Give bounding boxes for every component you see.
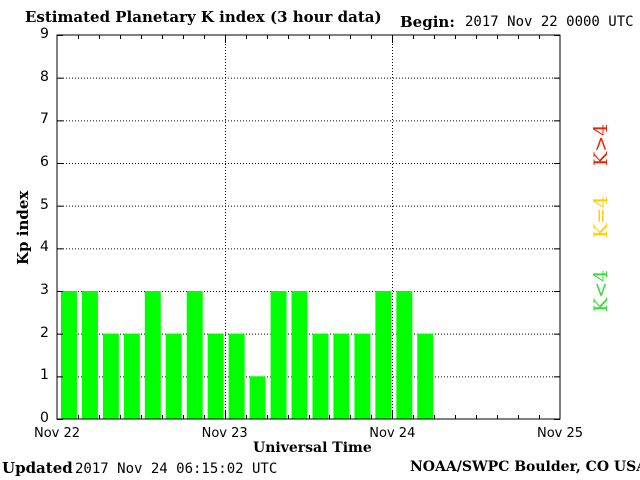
kp-bar — [375, 291, 392, 419]
y-tick-label: 1 — [40, 367, 49, 384]
legend-mid: K=4 — [590, 195, 612, 238]
begin-label: Begin: — [400, 13, 455, 31]
kp-bar — [312, 333, 329, 419]
begin-value: 2017 Nov 22 0000 UTC — [465, 14, 634, 30]
kp-bar — [228, 333, 245, 419]
updated-value: 2017 Nov 24 06:15:02 UTC — [75, 461, 278, 477]
kp-bar — [354, 333, 371, 419]
kp-bar — [396, 291, 413, 419]
kp-bar — [333, 333, 350, 419]
x-tick-label: Nov 22 — [33, 426, 81, 441]
y-tick-label: 8 — [40, 68, 49, 85]
x-tick-label: Nov 23 — [201, 426, 248, 441]
kp-bar — [186, 291, 203, 419]
updated-label: Updated — [2, 459, 73, 477]
x-tick-label: Nov 25 — [536, 426, 584, 441]
y-tick-label: 0 — [40, 410, 49, 426]
x-axis-label: Universal Time — [253, 440, 372, 456]
x-tick-label: Nov 24 — [369, 426, 416, 441]
kp-bar — [102, 333, 119, 419]
y-tick-label: 7 — [40, 111, 49, 128]
chart-title: Estimated Planetary K index (3 hour data… — [25, 8, 382, 26]
kp-bar — [165, 333, 182, 419]
y-tick-label: 3 — [40, 282, 49, 298]
y-axis-label: Kp index — [14, 190, 32, 265]
kp-bar — [207, 333, 224, 419]
grid-lines — [57, 35, 560, 419]
y-tick-label: 4 — [40, 239, 49, 256]
y-tick-label: 9 — [40, 26, 49, 42]
y-tick-label: 6 — [40, 154, 49, 170]
axis-ticks — [57, 35, 560, 420]
kp-bar — [270, 291, 287, 419]
kp-bar — [249, 376, 266, 419]
legend-high: K>4 — [590, 123, 612, 166]
kp-bar — [81, 291, 98, 419]
plot-frame — [56, 34, 561, 420]
legend-low: K<4 — [590, 269, 612, 312]
kp-bar — [144, 291, 161, 419]
y-tick-label: 5 — [40, 196, 49, 213]
y-tick-label: 2 — [40, 324, 49, 341]
bar-group — [61, 291, 434, 419]
source-credit: NOAA/SWPC Boulder, CO USA — [410, 459, 640, 475]
kp-bar — [123, 333, 140, 419]
kp-bar — [291, 291, 308, 419]
kp-bar — [417, 333, 434, 419]
kp-bar — [61, 291, 77, 419]
